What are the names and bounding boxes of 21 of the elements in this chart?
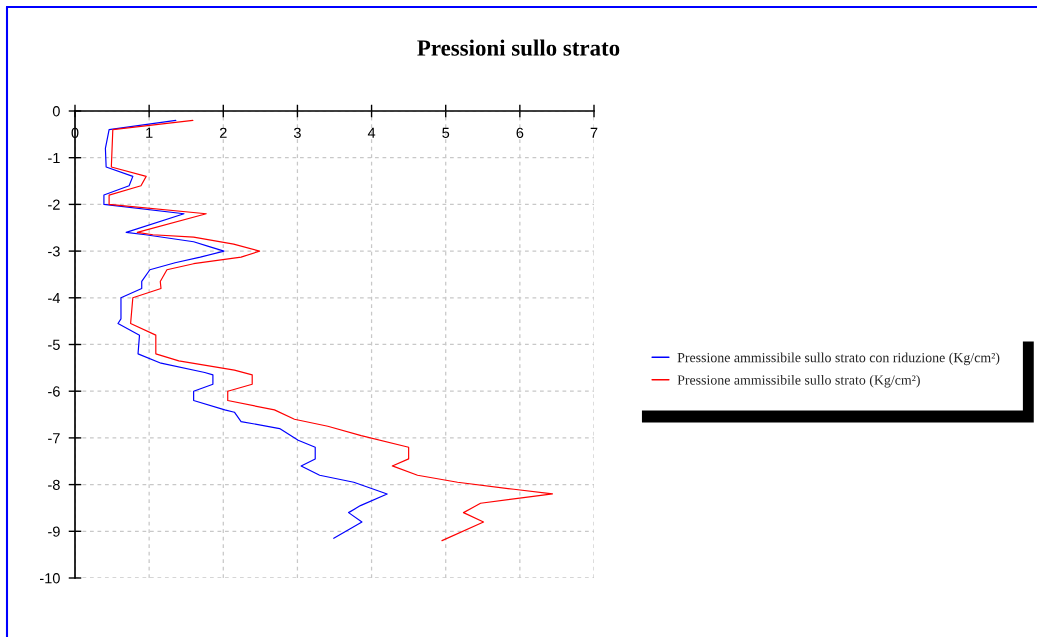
x-tick-label: 6 <box>516 127 524 138</box>
y-tick-label: -7 <box>48 433 60 444</box>
x-tick-label: 7 <box>590 127 598 138</box>
y-tick-label: -4 <box>48 293 60 304</box>
y-tick-label: -3 <box>48 246 60 257</box>
chart-title: Pressioni sullo strato <box>417 39 620 56</box>
y-tick-label: -2 <box>48 199 60 210</box>
legend-label: Pressione ammissibile sullo strato (Kg/cm²) <box>677 374 920 388</box>
x-tick-label: 2 <box>219 127 227 138</box>
y-tick-label: -9 <box>48 526 60 537</box>
x-tick-label: 1 <box>146 127 153 138</box>
y-tick-label: 0 <box>52 106 60 117</box>
x-tick-label: 3 <box>293 127 301 138</box>
legend-label: Pressione ammissibile sullo strato con riduzione (Kg/cm²) <box>677 352 1000 366</box>
y-tick-label: -5 <box>48 339 60 350</box>
y-tick-label: -6 <box>48 386 60 397</box>
x-tick-label: 5 <box>442 127 450 138</box>
y-tick-label: -8 <box>48 479 60 491</box>
x-tick-label: 4 <box>367 127 376 138</box>
y-tick-label: -1 <box>48 152 60 163</box>
y-tick-label: -10 <box>39 573 60 584</box>
